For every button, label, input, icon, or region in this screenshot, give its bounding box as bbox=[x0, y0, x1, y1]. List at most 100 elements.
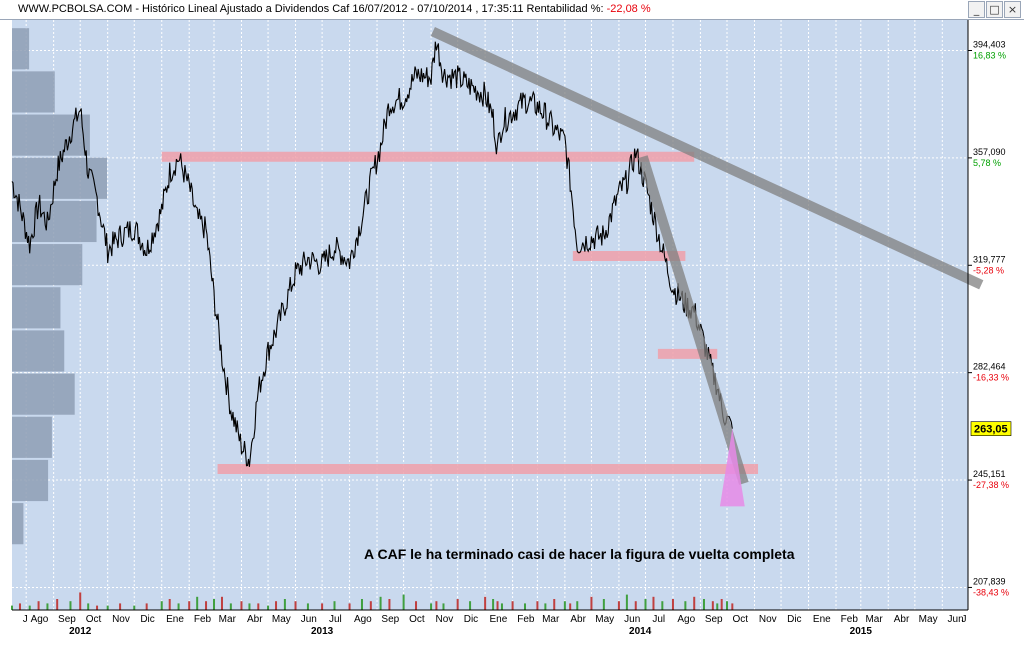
volume-profile-bar bbox=[12, 287, 61, 329]
month-tick-label: Abr bbox=[570, 614, 586, 625]
volume-bar bbox=[711, 601, 714, 610]
month-tick-label: May bbox=[272, 614, 291, 625]
volume-bar bbox=[360, 599, 363, 610]
volume-bar bbox=[177, 603, 180, 610]
y-tick-pct: -27,38 % bbox=[973, 480, 1009, 490]
month-tick-label: Nov bbox=[112, 614, 130, 625]
maximize-button[interactable]: □ bbox=[986, 1, 1003, 18]
volume-bar bbox=[563, 601, 566, 610]
volume-bars bbox=[11, 592, 734, 610]
volume-bar bbox=[415, 601, 418, 610]
year-tick-label: 2013 bbox=[311, 626, 334, 637]
volume-bar bbox=[430, 603, 433, 610]
month-tick-label: Nov bbox=[759, 614, 777, 625]
volume-bar bbox=[220, 596, 223, 610]
volume-bar bbox=[145, 603, 148, 610]
volume-bar bbox=[11, 605, 13, 610]
month-tick-label: Oct bbox=[86, 614, 102, 625]
volume-bar bbox=[18, 603, 21, 610]
annotation-text: A CAF le ha terminado casi de hacer la f… bbox=[364, 546, 795, 562]
volume-profile-bar bbox=[12, 503, 24, 545]
month-tick-label: Ago bbox=[31, 614, 49, 625]
volume-bar bbox=[590, 596, 593, 610]
minimize-button[interactable]: _ bbox=[968, 1, 985, 18]
y-tick-label: 245,151 bbox=[973, 469, 1006, 479]
volume-profile-bar bbox=[12, 459, 49, 502]
price-series bbox=[11, 41, 733, 467]
volume-bar bbox=[229, 603, 232, 610]
volume-bar bbox=[602, 599, 605, 610]
month-tick-label: May bbox=[595, 614, 614, 625]
plot-background bbox=[12, 20, 968, 610]
y-tick-label: 357,090 bbox=[973, 147, 1006, 157]
support-lines bbox=[161, 151, 759, 474]
volume-bar bbox=[257, 603, 260, 610]
month-tick-label: Sep bbox=[705, 614, 723, 625]
month-tick-label: Dic bbox=[464, 614, 478, 625]
volume-bar bbox=[106, 605, 109, 610]
volume-bar bbox=[196, 596, 199, 610]
volume-bar bbox=[456, 599, 459, 610]
volume-bar bbox=[46, 603, 49, 610]
volume-bar bbox=[119, 603, 122, 610]
month-tick-label: Feb bbox=[517, 614, 535, 625]
month-tick-label: Nov bbox=[435, 614, 453, 625]
month-tick-label: May bbox=[919, 614, 938, 625]
month-tick-label: Mar bbox=[219, 614, 237, 625]
volume-profile-bar bbox=[12, 373, 75, 415]
volume-bar bbox=[484, 596, 487, 610]
volume-bar bbox=[435, 601, 438, 610]
volume-bar bbox=[96, 605, 99, 610]
close-button[interactable]: × bbox=[1004, 1, 1021, 18]
volume-bar bbox=[469, 601, 472, 610]
volume-bar bbox=[333, 601, 336, 610]
month-tick-label: Ago bbox=[677, 614, 695, 625]
last-price-label: 263,05 bbox=[974, 424, 1008, 436]
y-tick-pct: 16,83 % bbox=[973, 50, 1006, 60]
y-tick-label: 207,839 bbox=[973, 576, 1006, 586]
target-triangle bbox=[719, 428, 745, 507]
volume-bar bbox=[661, 601, 664, 610]
volume-bar bbox=[652, 596, 655, 610]
volume-bar bbox=[275, 601, 278, 610]
month-tick-label: Abr bbox=[247, 614, 263, 625]
volume-bar bbox=[442, 603, 445, 610]
volume-bar bbox=[544, 603, 547, 610]
month-tick-label: Feb bbox=[194, 614, 212, 625]
volume-bar bbox=[492, 599, 495, 610]
month-tick-label: Abr bbox=[894, 614, 910, 625]
month-tick-label: Jun bbox=[624, 614, 640, 625]
volume-bar bbox=[731, 603, 734, 610]
annotations: A CAF le ha terminado casi de hacer la f… bbox=[364, 546, 795, 562]
volume-bar bbox=[133, 605, 136, 610]
volume-bar bbox=[644, 599, 647, 610]
volume-bar bbox=[617, 601, 620, 610]
month-tick-label: Ene bbox=[490, 614, 508, 625]
volume-bar bbox=[553, 599, 556, 610]
month-tick-label: Ene bbox=[166, 614, 184, 625]
month-tick-label: Mar bbox=[542, 614, 560, 625]
volume-bar bbox=[168, 599, 171, 610]
month-tick-label: Ene bbox=[813, 614, 831, 625]
volume-profile-bar bbox=[12, 330, 65, 372]
month-tick-label: Feb bbox=[841, 614, 859, 625]
trend-lines bbox=[430, 26, 984, 485]
month-tick-label: Dic bbox=[787, 614, 801, 625]
trend-line bbox=[638, 155, 749, 485]
year-tick-label: 2012 bbox=[69, 626, 92, 637]
price-line bbox=[11, 41, 733, 467]
window-title-bar: WWW.PCBOLSA.COM - Histórico Lineal Ajust… bbox=[0, 0, 1024, 20]
month-tick-label: J bbox=[962, 614, 967, 625]
month-tick-label: Jun bbox=[948, 614, 964, 625]
year-tick-label: 2014 bbox=[629, 626, 652, 637]
x-axis: J Ago Sep Oct Nov Dic Ene Feb Mar Abr May Jun Jul Ago… bbox=[12, 609, 968, 637]
volume-bar bbox=[702, 599, 705, 610]
window-title: WWW.PCBOLSA.COM - Histórico Lineal Ajust… bbox=[18, 3, 651, 15]
volume-profile-bar bbox=[12, 28, 30, 70]
target-triangle-shape bbox=[719, 428, 745, 507]
volume-bar bbox=[79, 592, 82, 610]
month-tick-label: Oct bbox=[733, 614, 749, 625]
volume-bar bbox=[87, 603, 90, 610]
volume-bar bbox=[37, 601, 40, 610]
